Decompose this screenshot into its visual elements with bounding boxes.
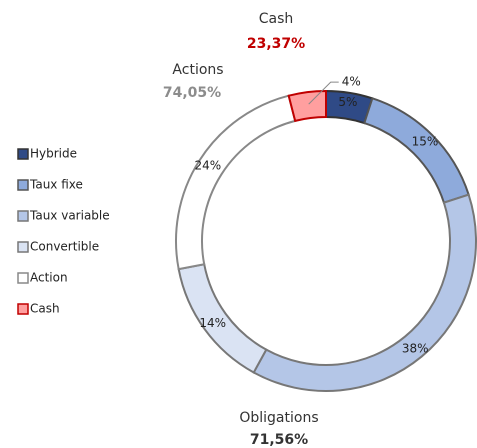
annotation-value: 74,05%	[163, 85, 221, 101]
legend-label: Convertible	[30, 240, 99, 254]
legend-label: Action	[30, 271, 68, 285]
annotation-value: 23,37%	[247, 36, 305, 52]
annotation-label: Cash	[259, 11, 294, 27]
legend-swatch	[17, 179, 29, 191]
data-label: 38%	[402, 341, 429, 355]
legend-label: Hybride	[30, 147, 77, 161]
data-label: 24%	[194, 158, 221, 172]
leader-line	[308, 81, 339, 105]
donut-segment	[287, 89, 327, 123]
annotation-label: Obligations	[239, 410, 318, 426]
legend-swatch	[17, 148, 29, 160]
data-label: 4%	[342, 75, 361, 89]
donut-segment	[363, 97, 470, 204]
donut-segment	[175, 94, 297, 271]
legend-swatch	[17, 303, 29, 315]
legend-swatch	[17, 272, 29, 284]
legend-label: Taux variable	[29, 209, 110, 223]
legend-swatch	[17, 210, 29, 222]
legend-label: Cash	[30, 302, 60, 316]
donut-segment	[252, 193, 477, 392]
annotation-value: 71,56%	[250, 432, 308, 448]
data-label: 15%	[412, 135, 439, 149]
legend-label: Taux fixe	[29, 178, 83, 192]
data-label: 5%	[338, 95, 357, 109]
annotation-label: Actions	[172, 62, 223, 78]
legend-swatch	[17, 241, 29, 253]
data-label: 14%	[199, 316, 226, 330]
